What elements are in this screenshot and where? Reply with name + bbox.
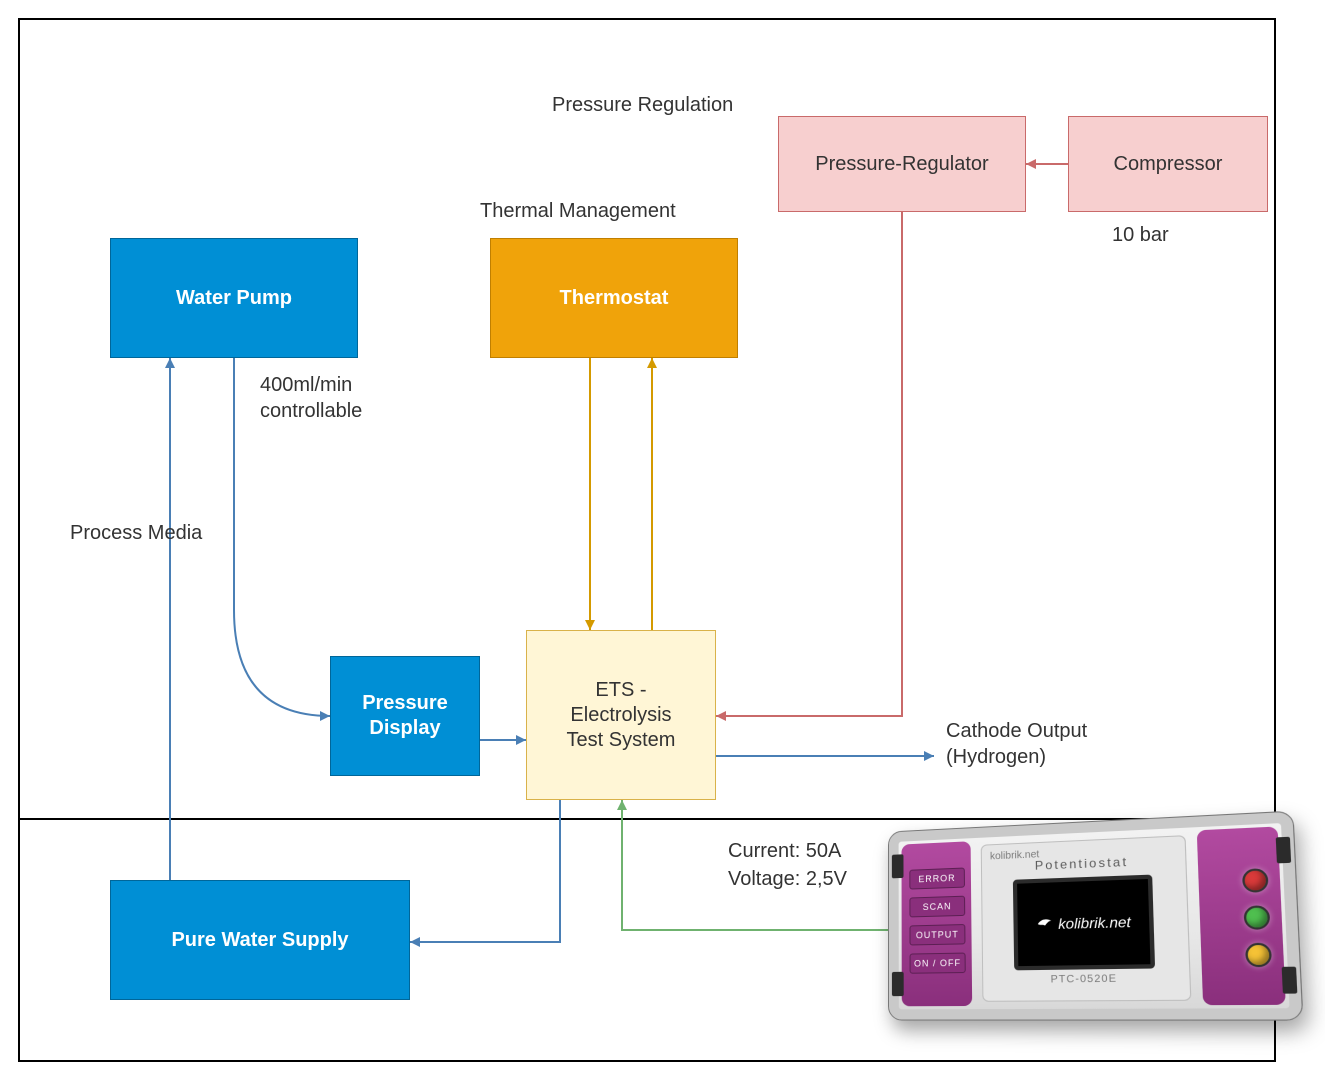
section-divider bbox=[18, 818, 1276, 820]
device-screen-text: kolibrik.net bbox=[1058, 913, 1131, 932]
device-handle bbox=[892, 854, 904, 878]
node-label: Pure Water Supply bbox=[171, 928, 348, 953]
device-title: Potentiostat bbox=[1035, 855, 1129, 873]
node-label: Compressor bbox=[1114, 152, 1223, 177]
node-thermostat: Thermostat bbox=[490, 238, 738, 358]
node-compressor: Compressor bbox=[1068, 116, 1268, 212]
node-pressure-display: PressureDisplay bbox=[330, 656, 480, 776]
label-process-media: Process Media bbox=[70, 520, 202, 546]
device-handle bbox=[1282, 967, 1298, 994]
node-label: ETS -ElectrolysisTest System bbox=[567, 678, 676, 753]
node-water-pump: Water Pump bbox=[110, 238, 358, 358]
led-yellow bbox=[1245, 943, 1272, 968]
device-center-panel: kolibrik.net Potentiostat kolibrik.net P… bbox=[981, 835, 1192, 1002]
device-handle bbox=[1276, 837, 1291, 864]
diagram-canvas: Water Pump Thermostat Pressure-Regulator… bbox=[0, 0, 1325, 1087]
label-current: Current: 50A bbox=[728, 838, 841, 864]
label-thermal-management: Thermal Management bbox=[480, 198, 676, 224]
node-pressure-regulator: Pressure-Regulator bbox=[778, 116, 1026, 212]
label-cathode-output: Cathode Output(Hydrogen) bbox=[946, 718, 1087, 770]
node-label: PressureDisplay bbox=[362, 691, 448, 741]
node-label: Water Pump bbox=[176, 286, 292, 311]
label-voltage: Voltage: 2,5V bbox=[728, 866, 847, 892]
device-button-error: ERROR bbox=[909, 867, 965, 889]
node-label: Pressure-Regulator bbox=[815, 152, 988, 177]
label-compressor-note: 10 bar bbox=[1112, 222, 1169, 248]
potentiostat-device: ERROR SCAN OUTPUT ON / OFF kolibrik.net … bbox=[888, 811, 1304, 1021]
node-label: Thermostat bbox=[560, 286, 669, 311]
device-handle bbox=[892, 972, 904, 996]
device-brand: kolibrik.net bbox=[990, 849, 1039, 862]
device-right-panel bbox=[1197, 826, 1286, 1005]
device-screen: kolibrik.net bbox=[1013, 875, 1155, 971]
device-buttons-column: ERROR SCAN OUTPUT ON / OFF bbox=[909, 867, 965, 973]
device-button-onoff: ON / OFF bbox=[910, 953, 966, 974]
label-water-pump-note: 400ml/mincontrollable bbox=[260, 372, 362, 424]
led-red bbox=[1242, 868, 1269, 893]
node-ets: ETS -ElectrolysisTest System bbox=[526, 630, 716, 800]
device-model: PTC-0520E bbox=[1051, 973, 1118, 985]
device-button-scan: SCAN bbox=[909, 896, 965, 918]
node-pure-water-supply: Pure Water Supply bbox=[110, 880, 410, 1000]
device-button-output: OUTPUT bbox=[909, 924, 965, 945]
label-pressure-regulation: Pressure Regulation bbox=[552, 92, 733, 118]
device-leds bbox=[1242, 868, 1272, 967]
led-green bbox=[1243, 905, 1270, 930]
hummingbird-icon bbox=[1035, 914, 1054, 933]
